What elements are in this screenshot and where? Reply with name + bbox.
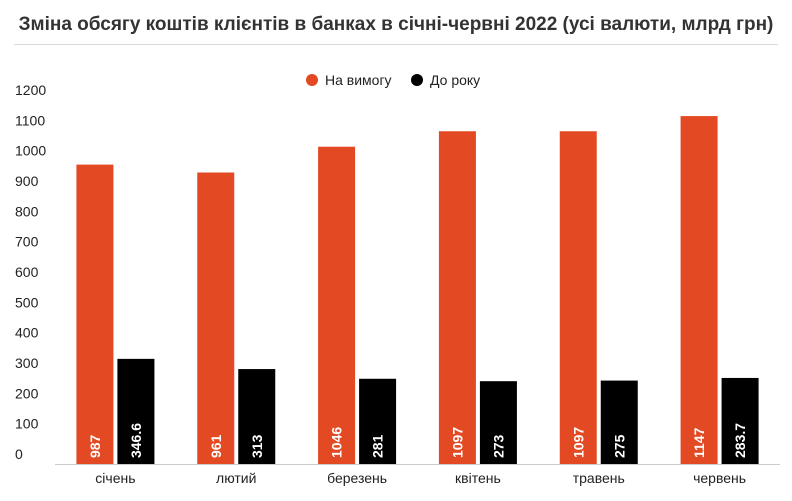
y-tick-label: 900 (15, 173, 39, 189)
bar (117, 358, 155, 464)
data-label: 275 (611, 434, 627, 458)
y-tick-label: 100 (15, 416, 39, 432)
y-tick-label: 500 (15, 294, 39, 310)
data-label: 1097 (449, 427, 465, 458)
y-tick-label: 1200 (15, 82, 46, 98)
y-tick-label: 1100 (15, 112, 45, 128)
bar (479, 381, 517, 464)
data-label: 1046 (329, 427, 345, 458)
bar (238, 369, 276, 464)
legend-marker (306, 74, 318, 86)
data-label: 283.7 (732, 423, 748, 458)
data-label: 1097 (570, 427, 586, 458)
data-label: 961 (208, 434, 224, 458)
bar (438, 131, 476, 464)
data-label: 1147 (691, 427, 707, 458)
x-tick-label: лютий (216, 470, 256, 486)
bar (721, 377, 759, 464)
y-tick-label: 800 (15, 203, 39, 219)
bar (359, 378, 397, 464)
legend-marker (411, 74, 423, 86)
x-tick-label: березень (327, 470, 387, 486)
legend-label: На вимогу (325, 72, 392, 88)
y-tick-label: 1000 (15, 143, 46, 159)
data-label: 987 (87, 434, 103, 458)
bar (197, 172, 235, 464)
x-tick-label: травень (573, 470, 625, 486)
bar (76, 164, 114, 465)
y-tick-label: 200 (15, 385, 39, 401)
x-tick-label: січень (95, 470, 135, 486)
x-tick-label: квітень (455, 470, 501, 486)
bar (600, 380, 638, 464)
y-tick-label: 0 (15, 446, 23, 462)
data-label: 346.6 (128, 423, 144, 458)
legend-label: До року (430, 72, 480, 88)
data-label: 281 (370, 434, 386, 458)
data-label: 313 (249, 434, 265, 458)
data-label: 273 (490, 434, 506, 458)
bar (559, 131, 597, 464)
chart-title: Зміна обсягу коштів клієнтів в банках в … (18, 14, 774, 35)
y-tick-label: 600 (15, 264, 39, 280)
title-divider (14, 44, 778, 45)
bar (680, 116, 718, 465)
y-tick-label: 300 (15, 355, 39, 371)
y-tick-label: 400 (15, 325, 39, 341)
x-tick-label: червень (693, 470, 746, 486)
y-tick-label: 700 (15, 234, 39, 250)
bar (318, 146, 356, 465)
